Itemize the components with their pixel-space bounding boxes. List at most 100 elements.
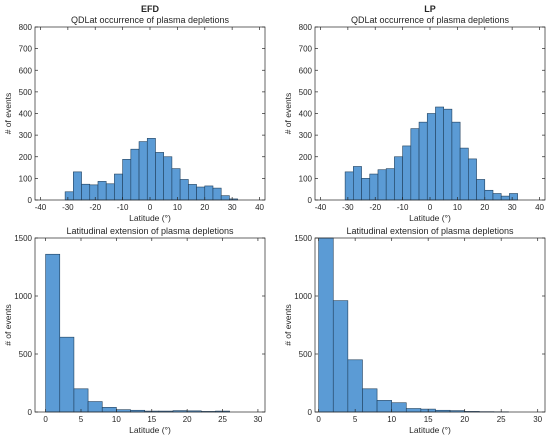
lp-qdlat-bar: [377, 169, 387, 201]
efd-qdlat-title: QDLat occurrence of plasma depletions: [71, 15, 230, 25]
efd-extension-bar: [87, 401, 103, 413]
efd-extension-bar: [73, 388, 89, 413]
efd-extension-x-tick-label: 20: [183, 415, 192, 424]
lp-qdlat-y-tick-label: 800: [299, 23, 313, 32]
efd-extension-x-tick-label: 5: [79, 415, 84, 424]
efd-qdlat-bar: [196, 186, 206, 201]
lp-extension-bar: [362, 388, 378, 413]
lp-qdlat-y-tick-label: 0: [308, 196, 313, 205]
lp-qdlat-bar: [361, 178, 371, 201]
lp-extension-x-tick-label: 30: [533, 415, 542, 424]
lp-qdlat-y-tick-label: 100: [299, 174, 313, 183]
efd-qdlat-bar: [146, 138, 156, 201]
lp-qdlat-x-tick-label: -10: [397, 203, 409, 212]
lp-qdlat-y-tick-label: 600: [299, 66, 313, 75]
lp-qdlat-bar: [394, 156, 403, 201]
efd-qdlat-y-tick-label: 500: [19, 88, 33, 97]
efd-qdlat-y-tick-label: 300: [19, 131, 33, 140]
lp-extension-bar: [391, 402, 407, 413]
lp-qdlat-bar: [426, 113, 436, 201]
lp-qdlat-x-tick-label: -40: [315, 203, 327, 212]
efd-qdlat-y-tick-label: 600: [19, 66, 33, 75]
lp-extension-y-tick-label: 1500: [294, 234, 312, 243]
lp-qdlat-bar: [468, 158, 477, 201]
lp-extension-y-tick-label: 1000: [294, 292, 312, 301]
efd-qdlat-bar: [220, 195, 230, 201]
efd-qdlat-xlabel: Latitude (°): [129, 213, 171, 223]
lp-extension-xlabel: Latitude (°): [409, 425, 451, 435]
lp-extension-bar: [376, 400, 392, 413]
efd-extension-y-tick-label: 0: [28, 408, 33, 417]
efd-qdlat-bar: [138, 141, 148, 201]
lp-qdlat-bar: [402, 145, 412, 201]
lp-extension-x-tick-label: 10: [387, 415, 396, 424]
efd-extension-axes-box: [34, 237, 266, 413]
lp-extension-x-tick-label: 25: [497, 415, 506, 424]
lp-qdlat-bar: [385, 168, 395, 201]
efd-qdlat-bar: [81, 183, 91, 201]
efd-qdlat-bar: [179, 179, 189, 201]
lp-qdlat-bar: [476, 179, 486, 201]
efd-extension-bar: [101, 407, 117, 413]
efd-qdlat-bar: [212, 187, 222, 201]
lp-qdlat-bar: [459, 147, 469, 201]
lp-qdlat-bar: [509, 193, 518, 201]
lp-qdlat-bar: [369, 173, 379, 201]
efd-qdlat-x-tick-label: -40: [35, 203, 47, 212]
efd-qdlat-x-tick-label: -30: [62, 203, 74, 212]
efd-qdlat-bar: [73, 171, 82, 201]
lp-qdlat-x-tick-label: 40: [535, 203, 544, 212]
lp-extension-bar: [318, 237, 334, 413]
lp-qdlat-x-tick-label: 0: [428, 203, 433, 212]
efd-extension-x-tick-label: 25: [218, 415, 227, 424]
efd-qdlat-x-tick-label: -10: [117, 203, 129, 212]
efd-qdlat-x-tick-label: 0: [148, 203, 153, 212]
efd-qdlat-x-tick-label: 20: [200, 203, 209, 212]
efd-extension-bar: [59, 336, 75, 413]
lp-qdlat-y-tick-label: 700: [299, 45, 313, 54]
efd-qdlat-bar: [97, 181, 107, 201]
efd-extension-y-tick-label: 1000: [14, 292, 32, 301]
efd-qdlat-bar: [188, 184, 197, 201]
efd-extension-x-tick-label: 10: [112, 415, 121, 424]
efd-qdlat-suptitle: EFD: [141, 4, 160, 14]
efd-qdlat-y-tick-label: 800: [19, 23, 33, 32]
efd-extension-y-tick-label: 1500: [14, 234, 32, 243]
efd-extension-ylabel: # of events: [3, 304, 13, 346]
efd-qdlat-y-tick-label: 0: [28, 196, 33, 205]
lp-qdlat-x-tick-label: 20: [480, 203, 489, 212]
lp-qdlat-bar: [410, 128, 420, 201]
lp-qdlat-ylabel: # of events: [283, 93, 293, 135]
lp-extension-ylabel: # of events: [283, 304, 293, 346]
lp-qdlat-x-tick-label: 10: [453, 203, 462, 212]
efd-qdlat-bar: [204, 185, 214, 201]
efd-extension-title: Latitudinal extension of plasma depletio…: [66, 226, 234, 236]
lp-extension-x-tick-label: 5: [353, 415, 358, 424]
lp-qdlat-suptitle: LP: [424, 4, 436, 14]
efd-qdlat-y-tick-label: 700: [19, 45, 33, 54]
lp-extension-y-tick-label: 0: [308, 408, 313, 417]
efd-qdlat-ylabel: # of events: [3, 93, 13, 135]
efd-qdlat-x-tick-label: 30: [228, 203, 237, 212]
lp-extension-axes-box: [314, 237, 546, 413]
efd-extension-x-tick-label: 0: [43, 415, 48, 424]
lp-qdlat-title: QDLat occurrence of plasma depletions: [351, 15, 510, 25]
lp-qdlat-x-tick-label: 30: [508, 203, 517, 212]
efd-qdlat-bar: [105, 183, 115, 201]
lp-qdlat-y-tick-label: 300: [299, 131, 313, 140]
lp-extension-y-tick-label: 500: [299, 350, 313, 359]
efd-extension-x-tick-label: 30: [253, 415, 262, 424]
lp-qdlat-xlabel: Latitude (°): [409, 213, 451, 223]
lp-qdlat-bar: [451, 121, 461, 201]
lp-qdlat-x-tick-label: -20: [369, 203, 381, 212]
lp-qdlat-x-tick-label: -30: [342, 203, 354, 212]
efd-extension-x-tick-label: 15: [147, 415, 156, 424]
efd-extension-y-tick-label: 500: [19, 350, 33, 359]
lp-qdlat-bar: [344, 171, 354, 201]
efd-qdlat-bar: [64, 191, 74, 201]
lp-qdlat-y-tick-label: 500: [299, 88, 313, 97]
lp-extension-bar: [347, 359, 363, 413]
lp-extension-title: Latitudinal extension of plasma depletio…: [346, 226, 514, 236]
lp-qdlat-bar: [492, 193, 502, 201]
